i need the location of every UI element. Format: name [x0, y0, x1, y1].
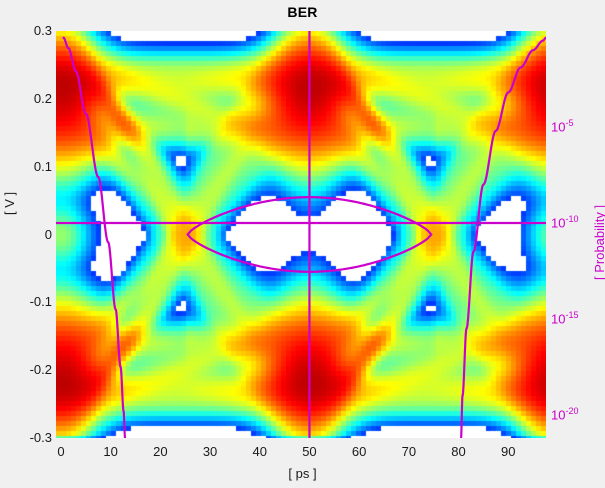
y-axis-tick-label: -0.3 — [29, 430, 52, 445]
y-axis-tick-label: 0 — [44, 226, 52, 242]
y-axis-tick-label: -0.2 — [29, 362, 52, 378]
y-axis-tick-label: 0.2 — [33, 90, 52, 106]
ber-curve-left-bathtub — [62, 36, 127, 438]
right-axis-label: [ Probability ] — [592, 205, 605, 280]
x-axis-tick-label: 20 — [153, 444, 168, 459]
left-axis-ticks: 0.3 0.2 0.1 0 -0.1 -0.2 -0.3 — [0, 0, 52, 488]
right-axis-tick-label: 10-20 — [551, 405, 579, 423]
eye-opening-contour — [186, 196, 433, 273]
x-axis-tick-label: 40 — [252, 444, 267, 459]
x-axis-tick-label: 80 — [451, 444, 466, 459]
x-axis-tick-label: 60 — [351, 444, 367, 459]
x-axis-tick-label: 30 — [202, 444, 218, 459]
plot-axes-area — [56, 31, 546, 438]
x-axis-tick-label: 70 — [401, 444, 417, 459]
x-axis-tick-label: 10 — [103, 444, 118, 459]
right-axis-tick-label: 10-5 — [551, 117, 574, 135]
right-axis-tick-label: 10-10 — [551, 213, 579, 231]
right-axis-tick-label: 10-15 — [551, 309, 579, 327]
page-title: BER — [287, 4, 318, 20]
y-axis-tick-label: -0.1 — [29, 294, 52, 310]
ber-curves-overlay — [56, 31, 546, 438]
x-axis-tick-label: 90 — [500, 444, 516, 459]
ber-curve-right-bathtub — [459, 36, 546, 438]
y-axis-tick-label: 0.3 — [33, 23, 52, 38]
bottom-axis-label: [ ps ] — [288, 466, 317, 481]
y-axis-tick-label: 0.1 — [33, 158, 52, 174]
x-axis-tick-label: 0 — [57, 444, 65, 459]
left-axis-label: [ V ] — [2, 191, 17, 215]
x-axis-tick-label: 50 — [302, 444, 317, 459]
